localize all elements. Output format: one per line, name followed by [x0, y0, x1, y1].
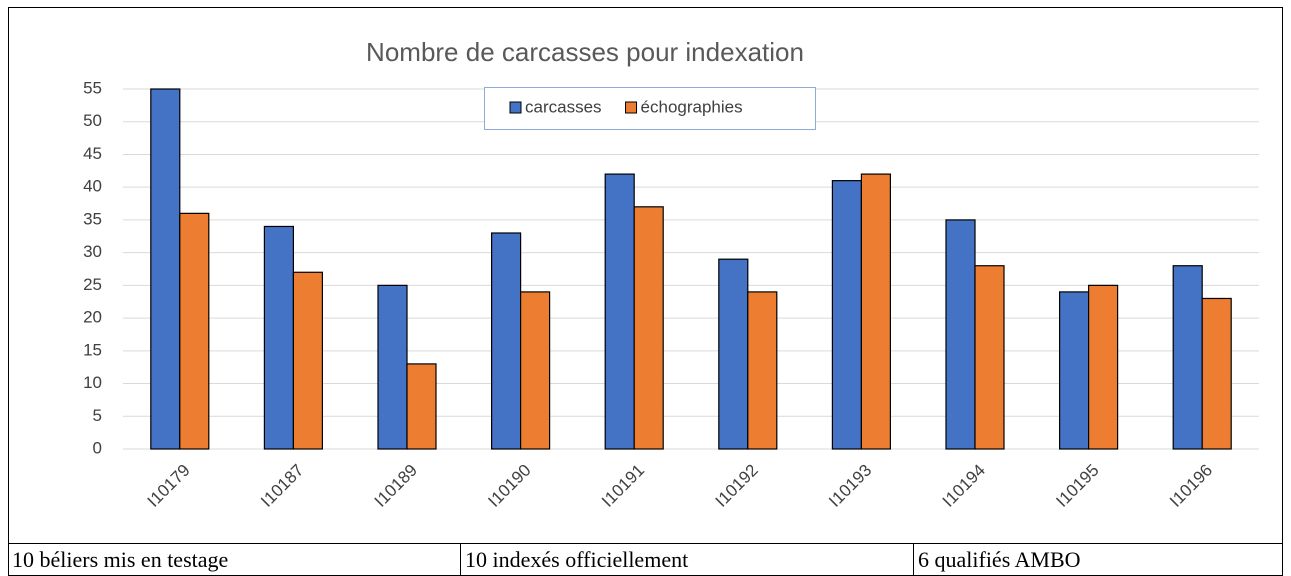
bar	[491, 232, 522, 450]
y-tick-label: 5	[93, 406, 102, 425]
legend-label: carcasses	[525, 97, 602, 116]
bar	[974, 265, 1005, 450]
bar	[1172, 265, 1203, 450]
bar	[263, 225, 294, 450]
legend-label: échographies	[641, 97, 743, 116]
x-tick-label: I10196	[1166, 461, 1216, 511]
legend-swatch	[625, 101, 638, 114]
y-tick-label: 45	[83, 144, 102, 163]
bar	[377, 284, 408, 450]
legend-box	[484, 87, 816, 130]
x-tick-label: I10191	[598, 461, 648, 511]
footer-cell: 6 qualifiés AMBO	[918, 547, 1081, 572]
bar	[1087, 284, 1119, 450]
y-tick-label: 25	[83, 275, 102, 294]
x-tick-label: I10192	[712, 461, 762, 511]
bar	[747, 291, 778, 450]
y-tick-label: 55	[83, 78, 102, 97]
y-tick-label: 30	[83, 242, 102, 261]
x-tick-label: I10179	[144, 461, 194, 511]
x-tick-label: I10195	[1052, 461, 1102, 511]
x-tick-label: I10187	[257, 461, 307, 511]
bar	[406, 363, 437, 450]
x-tick-label: I10194	[939, 461, 989, 511]
y-tick-label: 40	[83, 177, 102, 196]
chart-title: Nombre de carcasses pour indexation	[366, 37, 804, 67]
x-tick-label: I10190	[484, 461, 534, 511]
bar	[150, 88, 181, 450]
y-tick-label: 50	[83, 111, 102, 130]
x-tick-label: I10189	[371, 461, 421, 511]
footer-cell: 10 indexés officiellement	[465, 547, 688, 572]
bar	[519, 291, 551, 450]
bar	[633, 206, 664, 450]
y-tick-label: 20	[83, 308, 102, 327]
bar	[945, 219, 976, 450]
y-tick-label: 10	[83, 373, 102, 392]
bar	[1201, 297, 1232, 450]
y-tick-label: 35	[83, 209, 102, 228]
footer-cell: 10 béliers mis en testage	[12, 547, 228, 572]
bar	[179, 212, 210, 450]
bar	[1058, 291, 1090, 450]
bar	[831, 180, 863, 450]
bar	[860, 173, 892, 450]
bar	[718, 258, 749, 450]
legend-swatch	[509, 101, 522, 114]
bar	[604, 173, 635, 450]
y-tick-label: 0	[93, 438, 102, 457]
y-tick-label: 15	[83, 340, 102, 359]
bar	[292, 271, 323, 450]
x-tick-label: I10193	[825, 461, 875, 511]
